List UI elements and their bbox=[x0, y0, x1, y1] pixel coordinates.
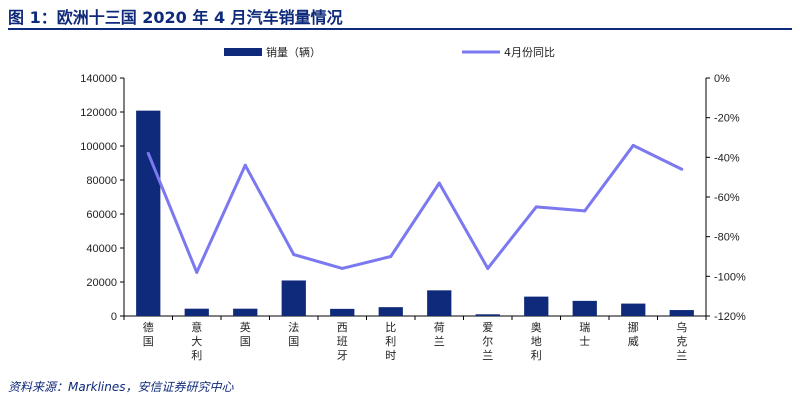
category-labels: 德国 意大利 英国 法国 西班牙 比利时 荷兰 爱尔兰 奥地利 瑞士 挪威 乌克兰 bbox=[123, 316, 707, 362]
line-series bbox=[146, 143, 684, 274]
legend-bar-swatch bbox=[224, 48, 262, 56]
right-tick-label: -60% bbox=[714, 192, 740, 204]
legend: 销量（辆） 4月份同比 bbox=[224, 45, 555, 59]
left-tick-label: 100000 bbox=[80, 141, 117, 153]
legend-bar-label: 销量（辆） bbox=[266, 45, 321, 59]
line-point bbox=[583, 209, 587, 213]
left-tick-label: 120000 bbox=[80, 107, 117, 119]
bar bbox=[572, 300, 597, 316]
bar bbox=[669, 310, 694, 316]
bar bbox=[378, 307, 403, 316]
legend-line-label: 4月份同比 bbox=[504, 46, 555, 59]
category-label: 意大利 bbox=[191, 320, 202, 362]
line-point bbox=[340, 266, 344, 270]
bar bbox=[621, 303, 646, 316]
bar bbox=[427, 290, 452, 316]
category-label: 乌克兰 bbox=[676, 320, 687, 362]
category-label: 比利时 bbox=[385, 321, 396, 362]
bar bbox=[524, 296, 549, 316]
line-point bbox=[534, 205, 538, 209]
category-label: 挪威 bbox=[628, 320, 639, 348]
category-label: 瑞士 bbox=[579, 320, 590, 348]
bar-series bbox=[136, 110, 694, 316]
category-label: 德国 bbox=[143, 320, 154, 348]
bar bbox=[475, 314, 500, 316]
left-tick-label: 40000 bbox=[86, 243, 117, 255]
right-axis: -120% -100% -80% -60% -40% -20% 0% bbox=[705, 73, 746, 323]
line-point bbox=[146, 151, 150, 155]
right-tick-label: -40% bbox=[714, 152, 740, 164]
line-point bbox=[486, 266, 490, 270]
left-tick-label: 20000 bbox=[86, 277, 117, 289]
line-point bbox=[243, 163, 247, 167]
line-point bbox=[292, 253, 296, 257]
line-point bbox=[631, 143, 635, 147]
right-tick-label: -20% bbox=[714, 113, 740, 125]
left-tick-label: 0 bbox=[111, 311, 117, 323]
bar bbox=[281, 280, 306, 316]
right-tick-label: -120% bbox=[714, 311, 746, 323]
right-tick-label: 0% bbox=[714, 73, 730, 85]
yoy-line bbox=[146, 143, 683, 274]
line-point bbox=[680, 167, 684, 171]
category-label: 英国 bbox=[240, 320, 251, 348]
bar bbox=[330, 308, 355, 316]
left-tick-label: 80000 bbox=[86, 175, 117, 187]
line-point bbox=[389, 255, 393, 258]
line-point bbox=[437, 181, 441, 185]
figure-title: 图 1：欧洲十三国 2020 年 4 月汽车销量情况 bbox=[8, 8, 343, 27]
title-rule bbox=[8, 28, 792, 30]
left-tick-label: 60000 bbox=[86, 209, 117, 221]
category-label: 法国 bbox=[288, 320, 299, 348]
category-label: 西班牙 bbox=[337, 321, 348, 362]
category-label: 奥地利 bbox=[531, 320, 542, 362]
right-tick-label: -100% bbox=[714, 271, 746, 283]
category-label: 荷兰 bbox=[434, 321, 445, 348]
line-point bbox=[195, 270, 199, 274]
left-tick-label: 140000 bbox=[80, 73, 117, 85]
left-axis: 0 20000 40000 60000 80000 100000 120000 140000 bbox=[80, 73, 706, 323]
category-label: 爱尔兰 bbox=[482, 321, 493, 362]
bar bbox=[136, 110, 161, 316]
source-note: 资料来源：Marklines，安信证券研究中心 bbox=[8, 380, 234, 394]
right-tick-label: -80% bbox=[714, 232, 740, 244]
bar bbox=[184, 308, 209, 316]
bar bbox=[233, 308, 258, 316]
